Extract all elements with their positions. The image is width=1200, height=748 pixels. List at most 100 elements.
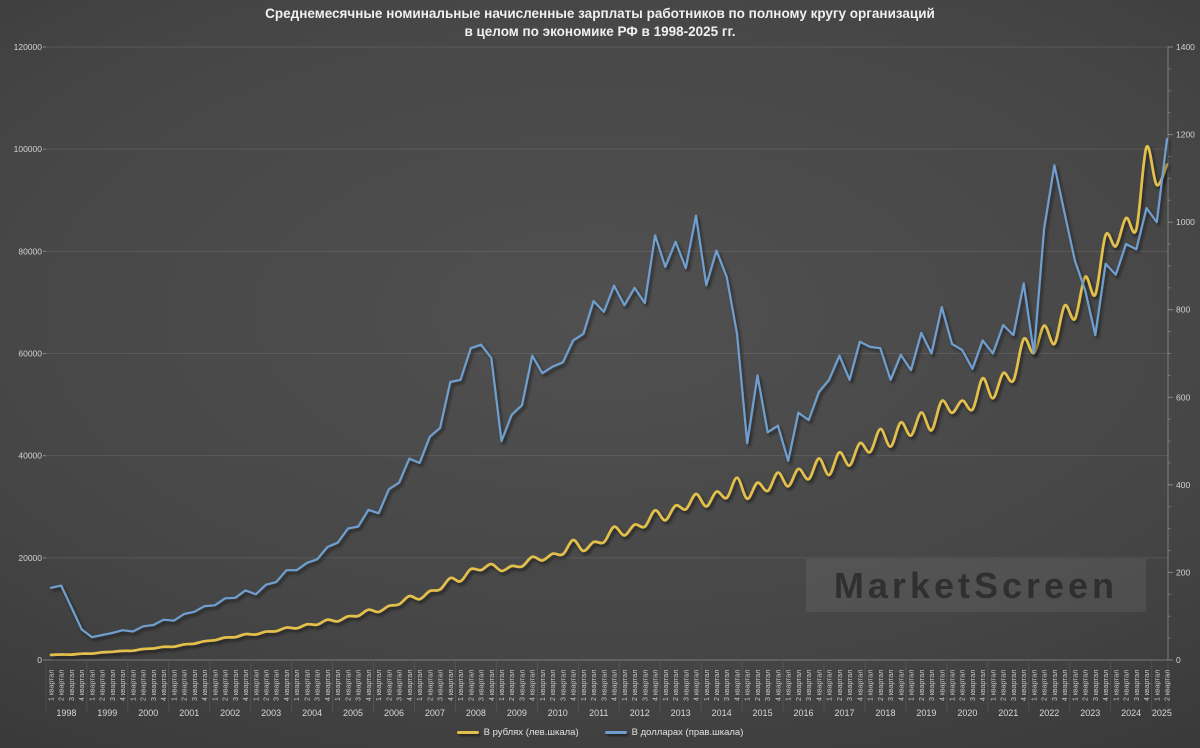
- quarter-tick-label: 1 квартал: [663, 670, 670, 701]
- quarter-tick-label: 4 квартал: [939, 670, 946, 701]
- year-label: 2017: [834, 708, 854, 718]
- quarter-tick-label: 3 квартал: [151, 670, 158, 701]
- watermark: MarketScreen: [806, 559, 1146, 612]
- quarter-tick-label: 4 квартал: [1062, 670, 1069, 701]
- quarter-tick-label: 3 квартал: [274, 670, 281, 701]
- quarter-tick-label: 2 квартал: [1083, 670, 1090, 701]
- series-rubles-line: [49, 145, 1169, 657]
- quarter-tick-label: 4 квартал: [857, 670, 864, 701]
- quarter-tick-label: 1 квартал: [622, 670, 629, 701]
- quarter-tick-label: 1 квартал: [990, 670, 997, 701]
- quarter-tick-label: 3 квартал: [724, 670, 731, 701]
- right-axis-tick-label: 600: [1176, 392, 1190, 402]
- left-axis-tick-label: 120000: [14, 42, 43, 52]
- quarter-tick-label: 3 квартал: [560, 670, 567, 701]
- chart-title-line2: в целом по экономике РФ в 1998-2025 гг.: [464, 24, 736, 39]
- left-axis-tick-label: 100000: [14, 144, 43, 154]
- right-axis-tick-label: 800: [1176, 305, 1190, 315]
- quarter-tick-label: 1 квартал: [581, 670, 588, 701]
- quarter-tick-label: 3 квартал: [1134, 670, 1141, 701]
- quarter-tick-label: 4 квартал: [734, 670, 741, 701]
- quarter-tick-label: 3 квартал: [519, 670, 526, 701]
- quarter-tick-label: 3 квартал: [1011, 670, 1018, 701]
- quarter-tick-label: 3 квартал: [315, 670, 322, 701]
- quarter-tick-label: 3 квартал: [642, 670, 649, 701]
- quarter-tick-label: 1 квартал: [49, 670, 56, 701]
- quarter-tick-label: 2 квартал: [509, 670, 516, 701]
- rubles-line-swatch: [456, 730, 479, 735]
- quarter-tick-label: 4 квартал: [243, 670, 250, 701]
- quarter-tick-label: 1 квартал: [253, 670, 260, 701]
- quarter-tick-label: 3 квартал: [479, 670, 486, 701]
- quarter-tick-label: 3 квартал: [806, 670, 813, 701]
- quarter-tick-label: 2 квартал: [673, 670, 680, 701]
- legend-label-rubles: В рублях (лев.шкала): [483, 727, 579, 738]
- quarter-tick-label: 1 квартал: [909, 670, 916, 701]
- quarter-tick-label: 4 квартал: [161, 670, 168, 701]
- legend-item-dollars: В долларах (прав.шкала): [604, 727, 743, 738]
- quarter-tick-label: 1 квартал: [745, 670, 752, 701]
- quarter-tick-label: 3 квартал: [110, 670, 117, 701]
- quarter-tick-label: 4 квартал: [366, 670, 373, 701]
- quarter-tick-label: 2 квартал: [59, 670, 66, 701]
- quarter-tick-label: 3 квартал: [69, 670, 76, 701]
- quarter-tick-label: 2 квартал: [223, 670, 230, 701]
- year-label: 2007: [425, 708, 445, 718]
- year-label: 2005: [343, 708, 363, 718]
- right-axis-tick-label: 400: [1176, 480, 1190, 490]
- quarter-tick-label: 2 квартал: [345, 670, 352, 701]
- quarter-tick-label: 2 квартал: [182, 670, 189, 701]
- year-label: 2018: [875, 708, 895, 718]
- right-axis-tick-label: 200: [1176, 567, 1190, 577]
- quarter-tick-label: 1 квартал: [949, 670, 956, 701]
- quarter-tick-label: 2 квартал: [837, 670, 844, 701]
- quarter-tick-label: 4 квартал: [1021, 670, 1028, 701]
- quarter-tick-label: 3 квартал: [765, 670, 772, 701]
- quarter-tick-label: 3 квартал: [929, 670, 936, 701]
- quarter-tick-label: 3 квартал: [356, 670, 363, 701]
- year-label: 2008: [466, 708, 486, 718]
- quarter-tick-label: 1 квартал: [499, 670, 506, 701]
- quarter-tick-label: 3 квартал: [601, 670, 608, 701]
- quarter-tick-label: 1 квартал: [540, 670, 547, 701]
- quarter-tick-label: 1 квартал: [458, 670, 465, 701]
- quarter-tick-label: 2 квартал: [591, 670, 598, 701]
- year-label: 2025: [1152, 708, 1172, 718]
- quarter-tick-label: 1 квартал: [1031, 670, 1038, 701]
- quarter-tick-label: 2 квартал: [304, 670, 311, 701]
- year-label: 2024: [1121, 708, 1141, 718]
- quarter-tick-label: 4 квартал: [653, 670, 660, 701]
- quarter-tick-label: 2 квартал: [1042, 670, 1049, 701]
- quarter-tick-label: 3 квартал: [192, 670, 199, 701]
- quarter-tick-label: 2 квартал: [796, 670, 803, 701]
- quarter-tick-label: 3 квартал: [970, 670, 977, 701]
- right-axis-tick-label: 0: [1176, 655, 1181, 665]
- year-label: 2022: [1039, 708, 1059, 718]
- quarter-tick-label: 1 квартал: [1113, 670, 1120, 701]
- quarter-tick-label: 4 квартал: [1144, 670, 1151, 701]
- quarter-tick-label: 1 квартал: [130, 670, 137, 701]
- year-label: 2001: [179, 708, 199, 718]
- year-label: 2015: [753, 708, 773, 718]
- quarter-tick-label: 1 квартал: [212, 670, 219, 701]
- quarter-tick-label: 4 квартал: [120, 670, 127, 701]
- quarter-tick-label: 3 квартал: [438, 670, 445, 701]
- quarter-tick-label: 2 квартал: [755, 670, 762, 701]
- year-label: 2011: [589, 708, 608, 718]
- quarter-tick-label: 3 квартал: [397, 670, 404, 701]
- year-label: 2000: [138, 708, 158, 718]
- right-axis-tick-label: 1200: [1176, 130, 1195, 140]
- quarter-tick-label: 1 квартал: [868, 670, 875, 701]
- year-label: 2019: [916, 708, 936, 718]
- quarter-tick-label: 1 квартал: [376, 670, 383, 701]
- quarter-tick-label: 2 квартал: [1165, 670, 1172, 701]
- year-label: 2014: [712, 708, 732, 718]
- quarter-tick-label: 4 квартал: [284, 670, 291, 701]
- quarter-tick-label: 2 квартал: [264, 670, 271, 701]
- legend: В рублях (лев.шкала) В долларах (прав.шк…: [0, 727, 1200, 738]
- quarter-tick-label: 1 квартал: [417, 670, 424, 701]
- quarter-tick-label: 1 квартал: [827, 670, 834, 701]
- quarter-tick-label: 4 квартал: [571, 670, 578, 701]
- left-axis-tick-label: 20000: [18, 553, 42, 563]
- quarter-tick-label: 4 квартал: [530, 670, 537, 701]
